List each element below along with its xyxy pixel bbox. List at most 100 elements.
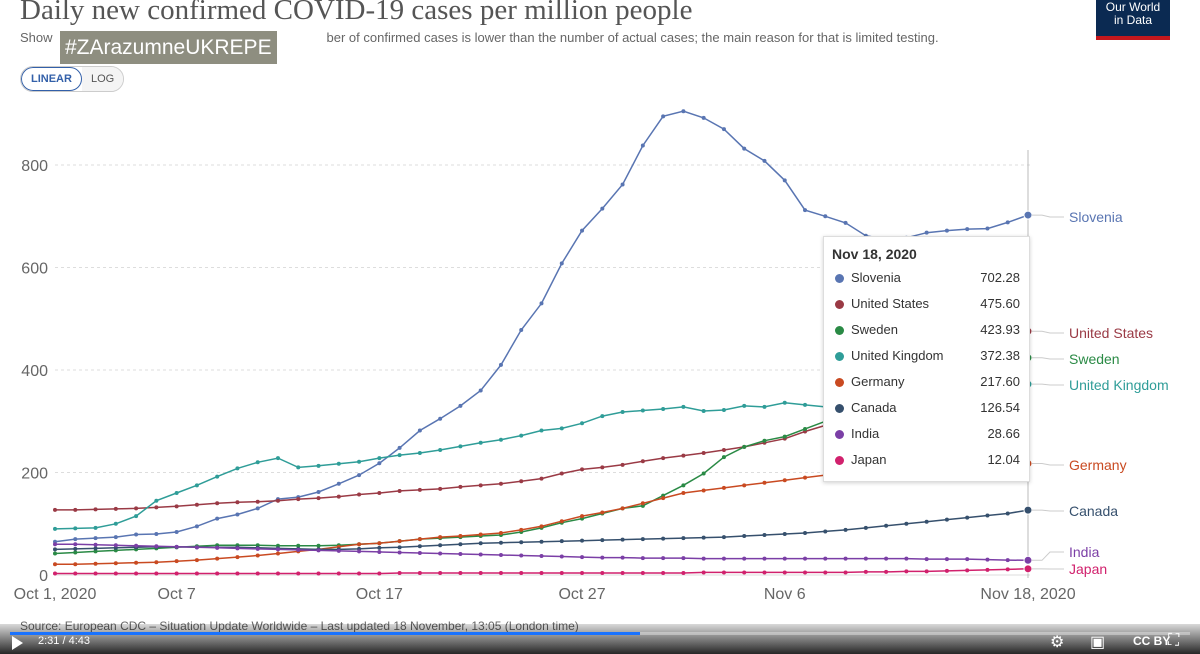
data-point-germany (174, 559, 179, 564)
data-point-india (275, 547, 280, 552)
data-point-slovenia (701, 115, 706, 120)
miniplayer-icon[interactable]: ▣ (1090, 634, 1106, 651)
data-point-japan (944, 568, 949, 573)
scale-toggle: LINEAR LOG (20, 66, 125, 92)
data-point-united-kingdom (134, 514, 139, 519)
data-point-germany (701, 488, 706, 493)
data-point-slovenia (174, 529, 179, 534)
data-point-canada (640, 537, 645, 542)
x-tick-label: Nov 6 (764, 586, 806, 603)
data-point-slovenia (316, 489, 321, 494)
data-point-united-kingdom (438, 447, 443, 452)
data-point-sweden (701, 471, 706, 476)
data-point-canada (559, 539, 564, 544)
data-point-india (681, 556, 686, 561)
x-tick-label: Oct 17 (356, 586, 403, 603)
data-point-united-kingdom (174, 491, 179, 495)
data-point-united-kingdom (661, 406, 666, 411)
log-button[interactable]: LOG (81, 67, 124, 91)
data-point-united-kingdom (235, 466, 240, 471)
data-point-sweden (803, 426, 808, 431)
linear-button[interactable]: LINEAR (21, 67, 82, 91)
data-point-japan (661, 570, 666, 575)
data-point-japan (701, 570, 706, 575)
data-point-united-kingdom (580, 421, 585, 426)
data-point-slovenia (498, 362, 503, 367)
owid-logo[interactable]: Our World in Data (1096, 0, 1170, 40)
data-point-india (316, 548, 321, 553)
data-point-india (93, 542, 98, 547)
data-point-canada (843, 527, 848, 532)
data-point-germany (215, 556, 220, 561)
data-point-japan (843, 570, 848, 575)
tooltip-series-name: Germany (851, 374, 905, 389)
data-point-slovenia (762, 158, 767, 163)
data-point-slovenia (377, 461, 382, 466)
data-point-united-states (215, 501, 220, 506)
data-point-japan (134, 571, 139, 576)
fullscreen-icon[interactable]: ⛶ (1168, 632, 1180, 649)
data-point-germany (134, 560, 139, 565)
progress-bar[interactable] (10, 632, 1190, 635)
data-point-united-states (113, 506, 118, 511)
data-point-japan (113, 571, 118, 576)
data-point-germany (539, 524, 544, 529)
data-point-india (600, 555, 605, 560)
data-point-canada (478, 541, 483, 546)
data-point-india (438, 551, 443, 556)
data-point-canada (458, 542, 463, 547)
data-point-slovenia (985, 226, 990, 231)
y-tick-label: 800 (21, 158, 48, 175)
data-point-united-kingdom (782, 400, 787, 405)
data-point-germany (559, 519, 564, 524)
tooltip-series-name: United States (851, 296, 930, 311)
tooltip-dot (835, 352, 844, 361)
data-point-canada (73, 546, 78, 551)
data-point-india (215, 545, 220, 550)
data-point-sweden (93, 549, 98, 554)
data-point-united-states (640, 459, 645, 464)
data-point-germany (661, 496, 666, 501)
tooltip-value: 126.54 (980, 400, 1020, 415)
data-point-united-states (174, 504, 179, 509)
data-point-japan (640, 570, 645, 575)
tooltip-date: Nov 18, 2020 (832, 246, 917, 262)
data-point-united-kingdom (215, 474, 220, 479)
settings-gear-icon[interactable]: ⚙ (1050, 634, 1065, 651)
end-label-connector (1032, 551, 1064, 561)
data-point-india (904, 556, 909, 561)
data-point-canada (580, 538, 585, 543)
data-point-germany (357, 542, 362, 547)
data-point-germany (681, 491, 686, 495)
x-tick-label: Oct 27 (558, 586, 605, 603)
video-player-bar: 2:31 / 4:43 ⚙ ▣ CC BY ⛶ (0, 624, 1200, 654)
data-point-japan (904, 569, 909, 574)
data-point-slovenia (803, 208, 808, 213)
data-point-japan (154, 571, 159, 576)
data-point-india (336, 548, 341, 553)
data-point-canada (924, 519, 929, 524)
data-point-japan (742, 570, 747, 575)
data-point-united-kingdom (357, 459, 362, 464)
data-point-canada (803, 530, 808, 535)
play-icon[interactable] (12, 636, 23, 650)
end-label-japan: Japan (1069, 561, 1107, 577)
data-point-united-states (701, 451, 706, 456)
data-point-india (580, 555, 585, 560)
data-point-united-kingdom (701, 409, 706, 413)
tooltip-row: India 28.66 (832, 426, 1022, 444)
data-point-japan (498, 570, 503, 575)
data-point-india (458, 551, 463, 556)
data-point-united-states (498, 481, 503, 486)
data-point-india (559, 554, 564, 559)
data-point-canada (884, 523, 889, 528)
data-point-united-kingdom (275, 456, 280, 461)
data-point-india (843, 556, 848, 561)
data-point-japan (600, 570, 605, 575)
tooltip-dot (835, 456, 844, 465)
tooltip-value: 12.04 (987, 452, 1020, 467)
tooltip-row: United States 475.60 (832, 296, 1022, 314)
tooltip-dot (835, 300, 844, 309)
data-point-sweden (296, 543, 301, 548)
